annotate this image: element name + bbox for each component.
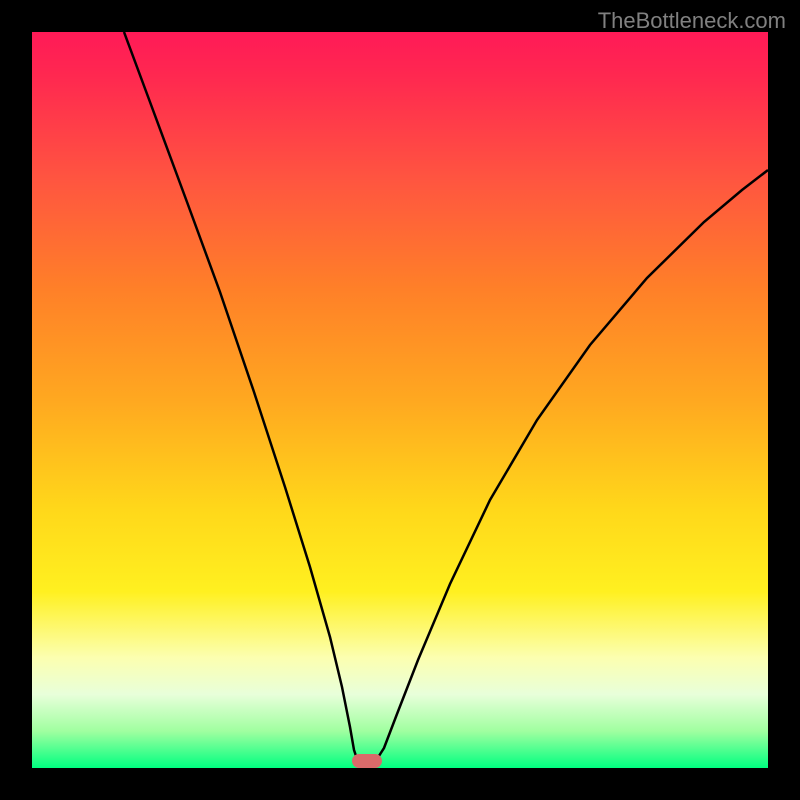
bottleneck-curve [32, 32, 768, 768]
bottleneck-marker [352, 754, 382, 768]
watermark-text: TheBottleneck.com [598, 8, 786, 34]
curve-right-branch [377, 170, 768, 759]
plot-area [32, 32, 768, 768]
curve-left-branch [124, 32, 357, 759]
